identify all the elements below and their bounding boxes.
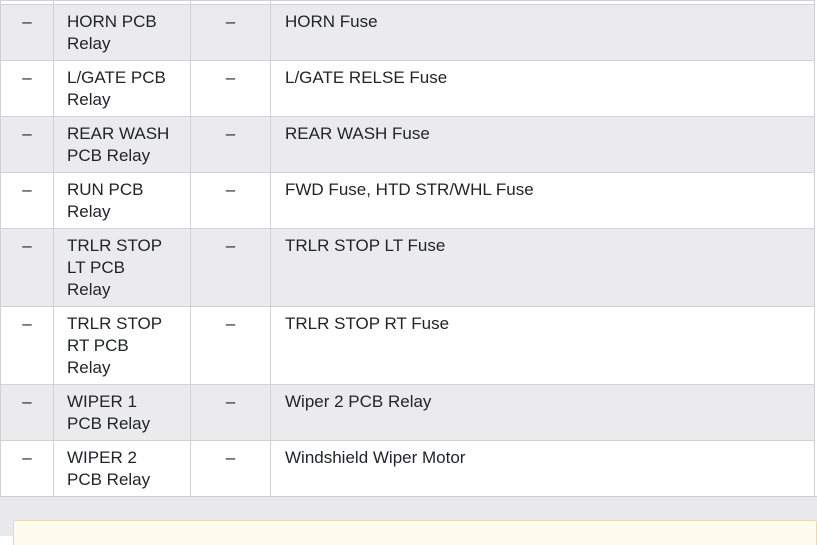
fuse-description-cell: REAR WASH Fuse: [270, 116, 815, 173]
fuse-description-cell: TRLR STOP RT Fuse: [270, 306, 815, 385]
fuse-position-cell: –: [190, 228, 271, 307]
fuse-position-cell: –: [190, 306, 271, 385]
table-row: – RUN PCB Relay – FWD Fuse, HTD STR/WHL …: [0, 172, 815, 229]
relay-name-cell: L/GATE PCB Relay: [53, 60, 191, 117]
section-below-table: [0, 496, 817, 545]
fuse-description-cell: FWD Fuse, HTD STR/WHL Fuse: [270, 172, 815, 229]
relay-position-cell: –: [0, 60, 54, 117]
relay-position-cell: –: [0, 116, 54, 173]
fuse-description-cell: L/GATE RELSE Fuse: [270, 60, 815, 117]
relay-position-cell: –: [0, 172, 54, 229]
relay-name-cell: TRLR STOP LT PCB Relay: [53, 228, 191, 307]
table-row: – TRLR STOP LT PCB Relay – TRLR STOP LT …: [0, 228, 815, 307]
fuse-position-cell: –: [190, 440, 271, 497]
relay-name-cell: WIPER 2 PCB Relay: [53, 440, 191, 497]
fuse-description-cell: Wiper 2 PCB Relay: [270, 384, 815, 441]
table-row: – HORN PCB Relay – HORN Fuse: [0, 4, 815, 61]
relay-position-cell: –: [0, 4, 54, 61]
fuse-position-cell: –: [190, 4, 271, 61]
relay-position-cell: –: [0, 384, 54, 441]
relay-position-cell: –: [0, 228, 54, 307]
relay-name-cell: TRLR STOP RT PCB Relay: [53, 306, 191, 385]
fuse-description-cell: TRLR STOP LT Fuse: [270, 228, 815, 307]
table-row: – WIPER 1 PCB Relay – Wiper 2 PCB Relay: [0, 384, 815, 441]
note-callout: [13, 520, 817, 545]
fuse-description-cell: HORN Fuse: [270, 4, 815, 61]
fuse-position-cell: –: [190, 384, 271, 441]
fuse-position-cell: –: [190, 172, 271, 229]
relay-name-cell: RUN PCB Relay: [53, 172, 191, 229]
table-row: – REAR WASH PCB Relay – REAR WASH Fuse: [0, 116, 815, 173]
fuse-description-cell: Windshield Wiper Motor: [270, 440, 815, 497]
relay-name-cell: HORN PCB Relay: [53, 4, 191, 61]
fuse-position-cell: –: [190, 116, 271, 173]
relay-name-cell: WIPER 1 PCB Relay: [53, 384, 191, 441]
relay-position-cell: –: [0, 440, 54, 497]
table-row: – L/GATE PCB Relay – L/GATE RELSE Fuse: [0, 60, 815, 117]
relay-name-cell: REAR WASH PCB Relay: [53, 116, 191, 173]
relay-position-cell: –: [0, 306, 54, 385]
table-row: – TRLR STOP RT PCB Relay – TRLR STOP RT …: [0, 306, 815, 385]
table-row: – WIPER 2 PCB Relay – Windshield Wiper M…: [0, 440, 815, 497]
fuse-relay-table: – HORN PCB Relay – HORN Fuse – L/GATE PC…: [0, 0, 815, 497]
fuse-position-cell: –: [190, 60, 271, 117]
